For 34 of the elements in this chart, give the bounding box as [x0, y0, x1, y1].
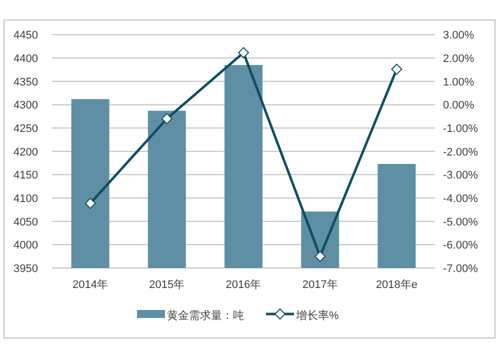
x-tick-label: 2016年	[226, 279, 262, 291]
point	[161, 113, 172, 124]
x-tick-label: 2017年	[302, 279, 338, 291]
y-tick-label: 4400	[14, 53, 38, 66]
legend-label: 增长率%	[295, 309, 339, 322]
point	[84, 198, 96, 209]
legend-label: 黄金需求量：吨	[167, 309, 244, 322]
y2-tick-label: -3.00%	[443, 170, 478, 182]
point	[238, 47, 249, 58]
y-tick-label: 4300	[14, 100, 38, 112]
y2-tick-label: 1.00%	[443, 76, 474, 88]
y-tick-label: 4450	[14, 30, 38, 42]
y2-tick-label: -6.00%	[443, 240, 478, 252]
y-tick-label: 4000	[14, 240, 38, 252]
y-tick-label: 4250	[14, 123, 38, 136]
y-tick-label: 4100	[14, 193, 38, 206]
x-tick-label: 2014年	[72, 279, 108, 291]
y-tick-label: 4350	[14, 76, 38, 88]
y2-tick-label: 0.00%	[443, 100, 474, 112]
y-tick-label: 4150	[14, 170, 38, 182]
y2-tick-label: -7.00%	[443, 263, 478, 275]
point	[391, 64, 402, 75]
y2-tick-label: 3.00%	[443, 30, 474, 42]
y-tick-label: 4050	[14, 216, 38, 228]
y2-tick-label: -1.00%	[443, 123, 478, 136]
y-tick-label: 4200	[14, 146, 38, 158]
y2-tick-label: 2.00%	[443, 53, 474, 66]
x-tick-label: 2015年	[149, 279, 185, 291]
point	[314, 250, 326, 262]
y-tick-label: 3950	[14, 263, 38, 275]
y2-tick-label: -5.00%	[443, 216, 478, 228]
y2-tick-label: -4.00%	[443, 193, 478, 206]
x-tick-label: 2018年e	[376, 279, 418, 291]
y2-tick-label: -2.00%	[443, 146, 478, 158]
